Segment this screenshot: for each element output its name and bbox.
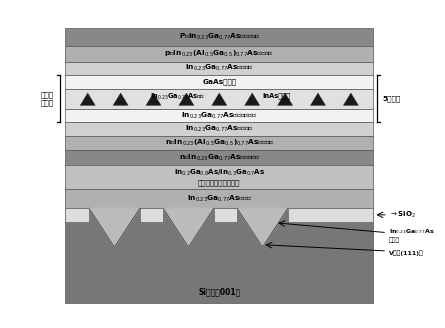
Polygon shape — [80, 93, 95, 106]
Polygon shape — [237, 208, 288, 247]
Text: V型槽(111)面: V型槽(111)面 — [389, 251, 424, 256]
Text: p型In$_{0.23}$(Al$_{0.5}$Ga$_{0.5}$)$_{0.77}$As上限制层: p型In$_{0.23}$(Al$_{0.5}$Ga$_{0.5}$)$_{0.… — [165, 49, 274, 59]
Bar — [65, 109, 373, 122]
Text: 量子点
有源区: 量子点 有源区 — [41, 92, 54, 106]
Text: Si衬底（001）: Si衬底（001） — [198, 287, 240, 297]
Bar — [65, 208, 373, 302]
Polygon shape — [179, 93, 194, 106]
Bar — [65, 75, 373, 89]
Polygon shape — [343, 93, 359, 106]
Text: In$_{0.23}$Ga$_{0.77}$As盖层: In$_{0.23}$Ga$_{0.77}$As盖层 — [150, 92, 206, 102]
Polygon shape — [212, 93, 227, 106]
Text: In$_{0.23}$Ga$_{0.77}$As量子点生长层: In$_{0.23}$Ga$_{0.77}$As量子点生长层 — [181, 111, 257, 121]
Bar — [65, 189, 373, 208]
Text: n型In$_{0.23}$(Al$_{0.5}$Ga$_{0.5}$)$_{0.77}$As下限制层: n型In$_{0.23}$(Al$_{0.5}$Ga$_{0.5}$)$_{0.… — [165, 138, 274, 148]
Polygon shape — [310, 93, 326, 106]
Text: InAs量子点: InAs量子点 — [263, 92, 291, 99]
Text: In$_{0.23}$Ga$_{0.77}$As
缓冲层: In$_{0.23}$Ga$_{0.77}$As 缓冲层 — [389, 227, 435, 243]
Polygon shape — [245, 93, 260, 106]
Text: $\rightarrow$SiO$_2$: $\rightarrow$SiO$_2$ — [389, 210, 416, 220]
Bar — [65, 150, 373, 165]
Polygon shape — [146, 93, 161, 106]
Bar — [65, 62, 373, 75]
Text: In$_{0.23}$Ga$_{0.77}$As下波导层: In$_{0.23}$Ga$_{0.77}$As下波导层 — [185, 124, 254, 134]
Bar — [65, 122, 373, 136]
Text: n型In$_{0.23}$Ga$_{0.77}$As欧姆接触层: n型In$_{0.23}$Ga$_{0.77}$As欧姆接触层 — [178, 153, 260, 163]
Text: In$_{0.2}$Ga$_{0.8}$As/In$_{0.3}$Ga$_{0.7}$As
应变超晶格位错阻挡层: In$_{0.2}$Ga$_{0.8}$As/In$_{0.3}$Ga$_{0.… — [174, 168, 265, 186]
Text: P型In$_{0.23}$Ga$_{0.77}$As欧姆接触层: P型In$_{0.23}$Ga$_{0.77}$As欧姆接触层 — [178, 32, 260, 42]
Bar — [65, 208, 89, 222]
Text: In$_{0.23}$Ga$_{0.77}$As上波导层: In$_{0.23}$Ga$_{0.77}$As上波导层 — [185, 63, 254, 73]
Polygon shape — [278, 93, 293, 106]
Bar — [65, 165, 373, 189]
Bar — [140, 208, 163, 222]
Bar — [65, 28, 373, 46]
Bar — [65, 46, 373, 62]
Bar — [288, 208, 373, 222]
Polygon shape — [163, 208, 214, 247]
Text: 5个周期: 5个周期 — [383, 95, 401, 102]
Bar — [65, 136, 373, 150]
Text: GaAs隔离层: GaAs隔离层 — [202, 78, 236, 85]
Polygon shape — [89, 208, 140, 247]
Text: In$_{0.23}$Ga$_{0.77}$As合并层: In$_{0.23}$Ga$_{0.77}$As合并层 — [187, 193, 252, 204]
Polygon shape — [113, 93, 128, 106]
Bar — [214, 208, 237, 222]
Bar — [65, 89, 373, 109]
